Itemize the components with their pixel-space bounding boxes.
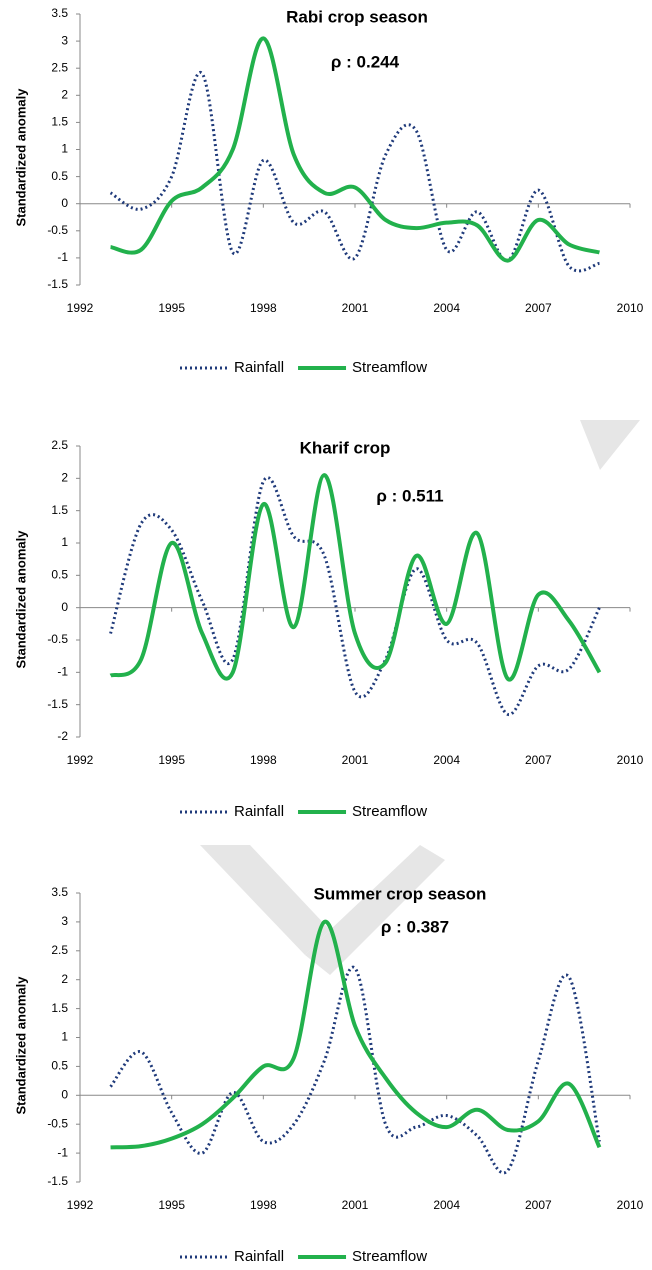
x-tick-label: 1995 bbox=[158, 753, 185, 767]
y-tick-label: 3 bbox=[61, 33, 68, 47]
x-tick-label: 2004 bbox=[433, 301, 460, 315]
y-tick-label: 1 bbox=[61, 535, 68, 549]
x-tick-label: 1998 bbox=[250, 1198, 277, 1212]
y-tick-label: 3.5 bbox=[51, 885, 68, 899]
x-tick-label: 2004 bbox=[433, 1198, 460, 1212]
x-tick-label: 2007 bbox=[525, 753, 552, 767]
legend-label: Rainfall bbox=[234, 1248, 284, 1265]
x-tick-label: 2001 bbox=[342, 301, 369, 315]
y-tick-label: -0.5 bbox=[47, 223, 68, 237]
data-line bbox=[109, 965, 601, 1175]
x-tick-label: 1995 bbox=[158, 1198, 185, 1212]
x-tick-label: 1998 bbox=[250, 753, 277, 767]
y-tick-label: 1.5 bbox=[51, 1001, 68, 1015]
x-tick-label: 2010 bbox=[617, 753, 644, 767]
y-tick-label: 3 bbox=[61, 914, 68, 928]
annotation: ρ : 0.387 bbox=[381, 917, 449, 936]
legend-label: Streamflow bbox=[352, 1248, 427, 1265]
y-tick-label: 0 bbox=[61, 600, 68, 614]
y-axis-label: Standardized anomaly bbox=[13, 88, 28, 227]
y-tick-label: 0.5 bbox=[51, 169, 68, 183]
data-line bbox=[109, 71, 600, 273]
y-tick-label: 0.5 bbox=[51, 568, 68, 582]
y-tick-label: -0.5 bbox=[47, 1116, 68, 1130]
chart-title: Rabi crop season bbox=[286, 7, 428, 26]
watermark-shape bbox=[305, 845, 445, 975]
legend-label: Rainfall bbox=[234, 803, 284, 820]
watermark-shape bbox=[200, 845, 330, 955]
x-tick-label: 2007 bbox=[525, 301, 552, 315]
y-tick-label: 0 bbox=[61, 1087, 68, 1101]
chart-title: Kharif crop bbox=[300, 438, 391, 457]
x-tick-label: 1992 bbox=[67, 1198, 94, 1212]
y-tick-label: 2 bbox=[61, 972, 68, 986]
x-tick-label: 1998 bbox=[250, 301, 277, 315]
x-tick-label: 1995 bbox=[158, 301, 185, 315]
y-tick-label: 2.5 bbox=[51, 438, 68, 452]
y-tick-label: 2 bbox=[61, 471, 68, 485]
x-tick-label: 2007 bbox=[525, 1198, 552, 1212]
y-tick-label: 1.5 bbox=[51, 503, 68, 517]
watermark-shape bbox=[580, 420, 640, 470]
legend-label: Rainfall bbox=[234, 359, 284, 376]
x-tick-label: 1992 bbox=[67, 753, 94, 767]
y-axis-label: Standardized anomaly bbox=[13, 530, 28, 669]
y-tick-label: 2.5 bbox=[51, 943, 68, 957]
y-tick-label: -1 bbox=[57, 665, 68, 679]
y-tick-label: 2.5 bbox=[51, 60, 68, 74]
x-tick-label: 2010 bbox=[617, 1198, 644, 1212]
y-tick-label: -2 bbox=[57, 729, 68, 743]
chart-title: Summer crop season bbox=[314, 884, 487, 903]
y-tick-label: -1 bbox=[57, 1145, 68, 1159]
legend-label: Streamflow bbox=[352, 803, 427, 820]
y-tick-label: 0 bbox=[61, 196, 68, 210]
y-tick-label: -1 bbox=[57, 250, 68, 264]
watermark bbox=[200, 420, 640, 975]
x-tick-label: 2001 bbox=[342, 1198, 369, 1212]
y-tick-label: -1.5 bbox=[47, 1174, 68, 1188]
data-line bbox=[110, 36, 600, 263]
data-line bbox=[110, 919, 602, 1150]
annotation: ρ : 0.511 bbox=[376, 486, 443, 505]
y-tick-label: -1.5 bbox=[47, 697, 68, 711]
x-tick-label: 2010 bbox=[617, 301, 644, 315]
annotation: ρ : 0.244 bbox=[331, 52, 400, 71]
y-tick-label: 1 bbox=[61, 142, 68, 156]
legend-label: Streamflow bbox=[352, 359, 427, 376]
y-tick-label: 3.5 bbox=[51, 6, 68, 20]
x-tick-label: 2001 bbox=[342, 753, 369, 767]
y-axis-label: Standardized anomaly bbox=[13, 976, 28, 1115]
data-line bbox=[109, 473, 602, 682]
y-tick-label: 1 bbox=[61, 1030, 68, 1044]
y-tick-label: -1.5 bbox=[47, 277, 68, 291]
y-tick-label: -0.5 bbox=[47, 632, 68, 646]
y-tick-label: 2 bbox=[61, 87, 68, 101]
y-tick-label: 0.5 bbox=[51, 1059, 68, 1073]
x-tick-label: 1992 bbox=[67, 301, 94, 315]
data-line bbox=[109, 476, 601, 716]
y-tick-label: 1.5 bbox=[51, 115, 68, 129]
x-tick-label: 2004 bbox=[433, 753, 460, 767]
